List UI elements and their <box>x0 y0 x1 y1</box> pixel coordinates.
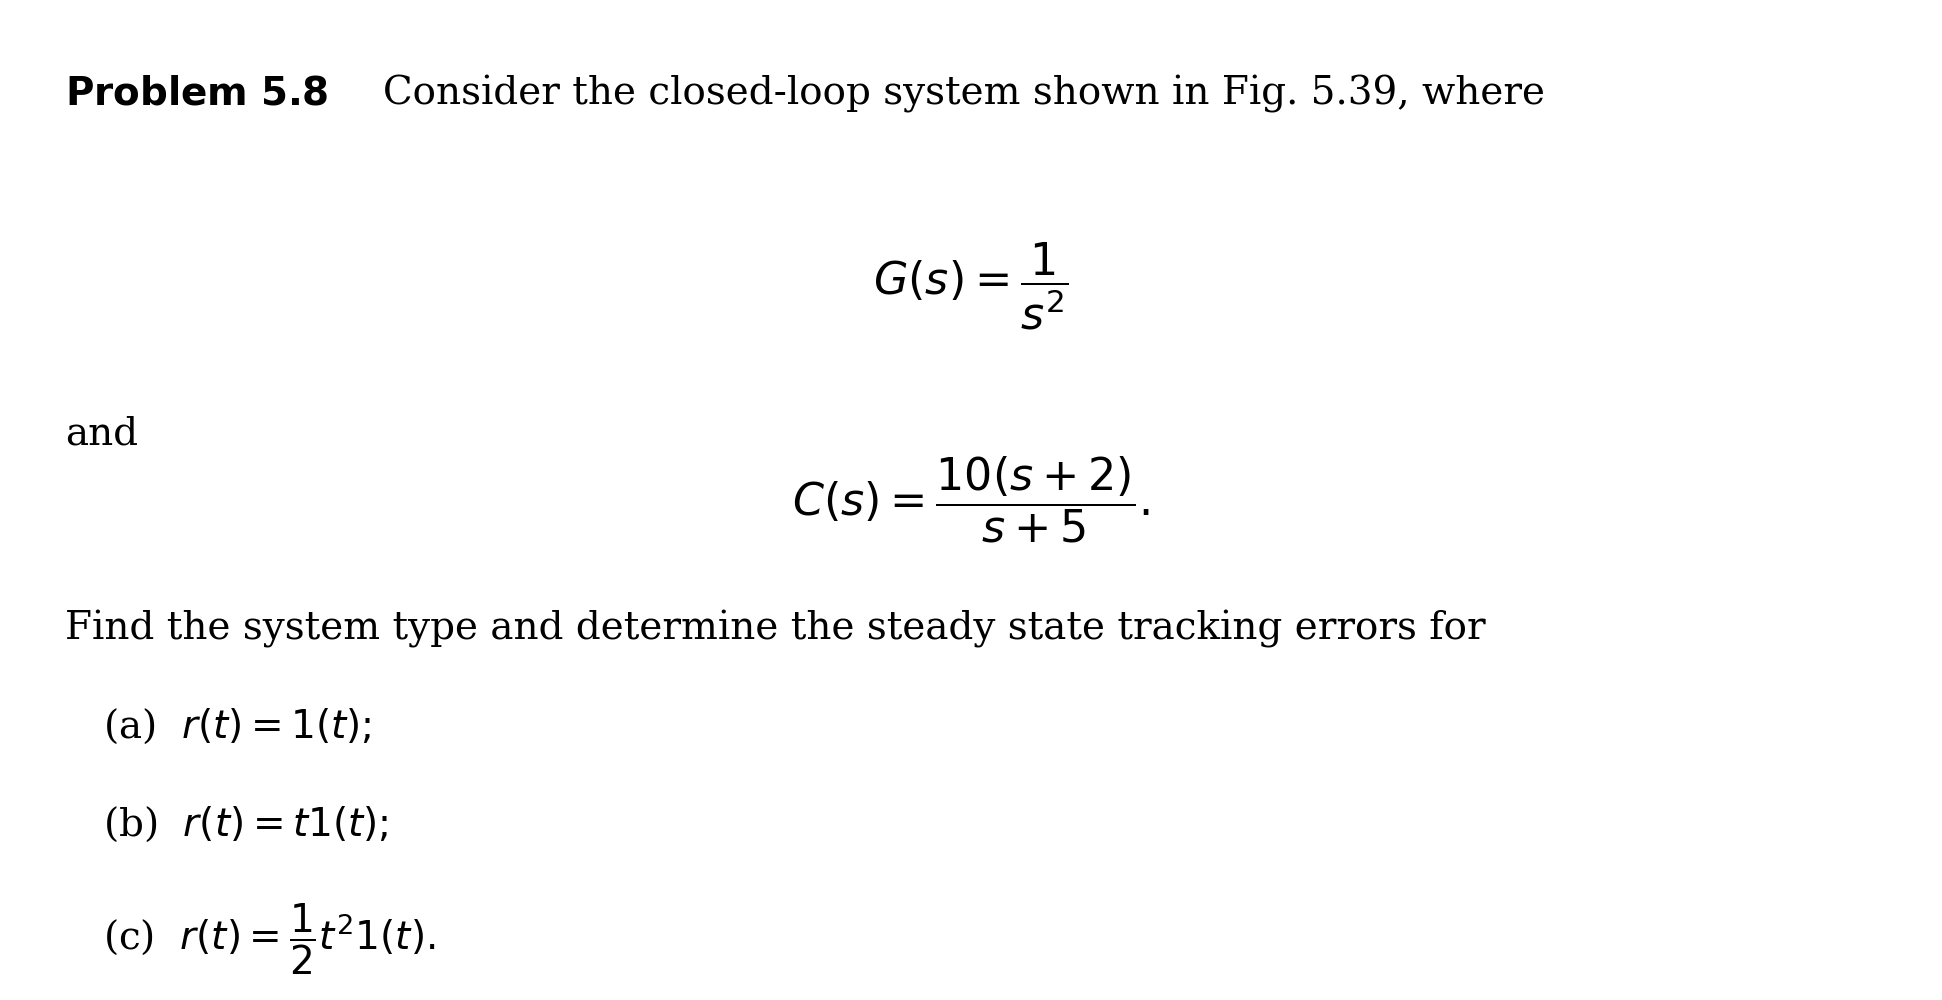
Text: $G(s) = \dfrac{1}{s^2}$: $G(s) = \dfrac{1}{s^2}$ <box>874 240 1068 332</box>
Text: (c)  $r(t) = \dfrac{1}{2}t^2 1(t).$: (c) $r(t) = \dfrac{1}{2}t^2 1(t).$ <box>103 902 435 977</box>
Text: (b)  $r(t) = t1(t);$: (b) $r(t) = t1(t);$ <box>103 804 388 844</box>
Text: $C(s) = \dfrac{10(s+2)}{s+5}.$: $C(s) = \dfrac{10(s+2)}{s+5}.$ <box>792 454 1150 545</box>
Text: Consider the closed-loop system shown in Fig. 5.39, where: Consider the closed-loop system shown in… <box>383 75 1546 113</box>
Text: and: and <box>64 415 138 452</box>
Text: (a)  $r(t) = 1(t);$: (a) $r(t) = 1(t);$ <box>103 707 371 746</box>
Text: Find the system type and determine the steady state tracking errors for: Find the system type and determine the s… <box>64 610 1486 648</box>
Text: $\mathbf{Problem\ 5.8}$: $\mathbf{Problem\ 5.8}$ <box>64 75 328 112</box>
